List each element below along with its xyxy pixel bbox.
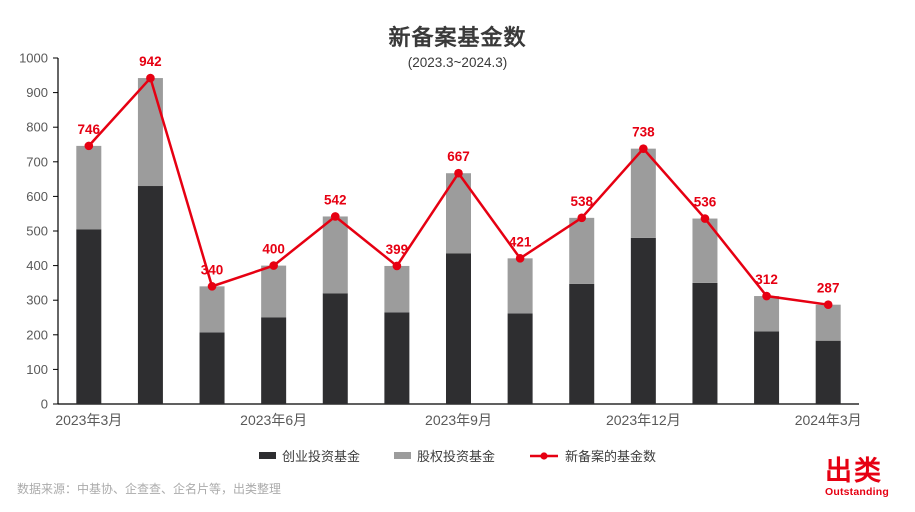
bar-segment-equity-fund — [507, 258, 533, 314]
line-marker — [762, 291, 771, 301]
value-label: 738 — [632, 125, 655, 140]
bar-segment-equity-fund — [630, 148, 656, 238]
bar-segment-equity-fund — [137, 78, 163, 187]
value-label: 399 — [386, 242, 409, 257]
value-label: 400 — [262, 242, 285, 257]
x-tick-label: 2024年3月 — [795, 412, 862, 428]
chart-legend: 创业投资基金 股权投资基金 新备案的基金数 — [0, 446, 915, 465]
bar-segment-venture-fund — [692, 282, 718, 404]
bar-segment-equity-fund — [384, 265, 410, 313]
value-label: 538 — [570, 194, 593, 209]
legend-label-equity-fund: 股权投资基金 — [416, 449, 495, 464]
legend-swatch-gray-bar — [393, 452, 411, 459]
chart-subtitle: (2023.3~2024.3) — [407, 55, 508, 70]
bar-segment-equity-fund — [569, 217, 595, 284]
y-tick-label: 100 — [26, 362, 48, 377]
line-marker — [700, 214, 710, 223]
y-tick-label: 500 — [26, 224, 48, 239]
bar-segment-venture-fund — [569, 283, 595, 404]
value-label: 536 — [694, 195, 717, 210]
value-label: 340 — [201, 262, 224, 277]
legend-item-total-line: 新备案的基金数 — [529, 446, 656, 465]
y-tick-label: 400 — [26, 258, 48, 273]
legend-label-total-line: 新备案的基金数 — [565, 449, 657, 464]
bar-segment-equity-fund — [199, 286, 225, 333]
brand-logo: 出类 Outstanding — [825, 458, 889, 498]
bar-segment-venture-fund — [446, 253, 471, 404]
value-label: 746 — [78, 122, 101, 137]
line-marker — [269, 261, 278, 270]
value-label: 667 — [447, 149, 470, 164]
line-marker — [823, 300, 833, 309]
value-label: 942 — [139, 54, 162, 69]
bar-segment-equity-fund — [754, 296, 780, 332]
line-marker — [207, 282, 217, 291]
legend-line-dot-icon — [530, 451, 558, 460]
brand-logo-text: 出类 — [824, 456, 883, 486]
legend-swatch-dark-bar — [258, 452, 276, 459]
line-marker — [515, 254, 525, 263]
chart-title: 新备案基金数 — [388, 25, 527, 50]
y-tick-label: 600 — [26, 189, 48, 204]
legend-item-venture-fund: 创业投资基金 — [258, 446, 360, 465]
line-marker — [639, 144, 648, 153]
bar-segment-equity-fund — [322, 216, 348, 294]
bar-segment-venture-fund — [199, 332, 225, 404]
line-marker — [330, 212, 340, 221]
value-label: 542 — [324, 192, 347, 207]
line-marker — [454, 168, 463, 178]
x-tick-label: 2023年6月 — [240, 412, 307, 428]
bar-segment-equity-fund — [76, 145, 102, 230]
bar-segment-venture-fund — [76, 229, 102, 404]
y-tick-label: 300 — [26, 293, 48, 308]
bar-segment-venture-fund — [630, 237, 656, 404]
y-tick-label: 0 — [41, 397, 48, 412]
data-source-note: 数据来源：中基协、企查查、企名片等，出类整理 — [17, 482, 282, 496]
brand-logo-subtext: Outstanding — [824, 486, 889, 498]
bar-segment-venture-fund — [322, 293, 348, 404]
y-tick-label: 900 — [26, 85, 48, 100]
x-tick-label: 2023年3月 — [55, 412, 122, 428]
y-tick-label: 1000 — [19, 51, 48, 66]
bar-segment-venture-fund — [137, 186, 163, 404]
value-label: 312 — [755, 272, 778, 287]
line-marker — [146, 73, 155, 83]
x-tick-label: 2023年12月 — [606, 412, 681, 428]
bar-segment-venture-fund — [815, 340, 841, 404]
legend-item-equity-fund: 股权投资基金 — [393, 446, 495, 465]
y-tick-label: 800 — [26, 120, 48, 135]
bar-segment-venture-fund — [507, 313, 533, 404]
line-marker — [84, 141, 94, 151]
bar-segment-venture-fund — [754, 331, 780, 404]
bar-segment-venture-fund — [261, 317, 287, 404]
x-tick-label: 2023年9月 — [425, 412, 492, 428]
bar-segment-equity-fund — [261, 265, 287, 318]
line-marker — [392, 261, 402, 271]
y-tick-label: 200 — [26, 327, 48, 342]
chart-header: 新备案基金数 (2023.3~2024.3) — [0, 20, 915, 70]
bar-segment-venture-fund — [384, 312, 410, 404]
chart-canvas: 0 100 200 300 400 500 600 700 800 900 1000 2023年3月 2… — [19, 51, 862, 429]
legend-label-venture-fund: 创业投资基金 — [281, 449, 360, 464]
line-marker — [577, 213, 587, 223]
y-tick-label: 700 — [26, 154, 48, 169]
bar-segment-equity-fund — [815, 304, 841, 341]
value-label: 287 — [817, 281, 840, 296]
value-label: 421 — [509, 234, 532, 249]
